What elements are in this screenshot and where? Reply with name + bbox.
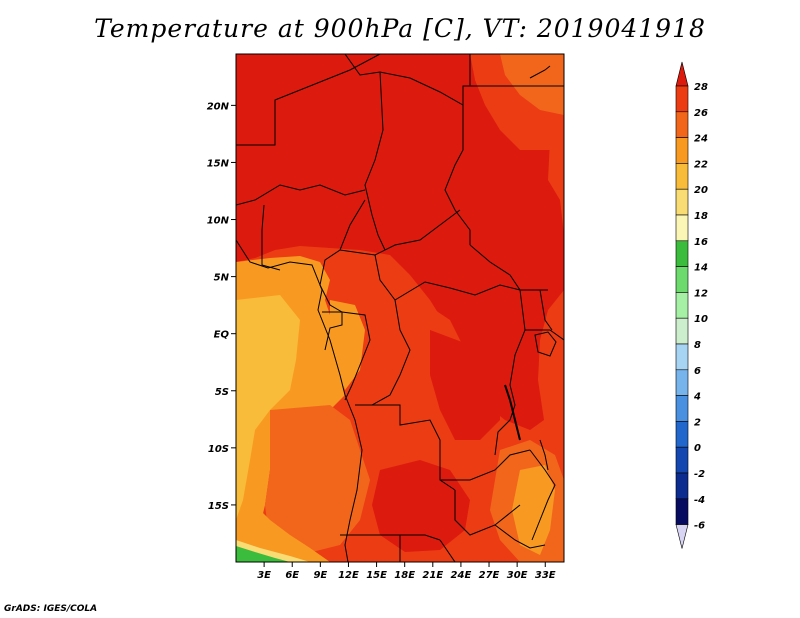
y-axis: 20N 15N 10N 5N EQ 5S 10S 15S (207, 101, 236, 512)
colorbar-label: 26 (694, 108, 708, 119)
field-southeast-inner (512, 465, 555, 555)
colorbar-segment (675, 317, 689, 345)
coast-west (236, 239, 363, 562)
x-tick-label: 3E (257, 570, 271, 581)
y-tick-label: 5N (214, 273, 230, 284)
map-title: Temperature at 900hPa [C], VT: 201904191… (94, 14, 706, 43)
colorbar-segment (675, 240, 689, 267)
border-moz (529, 449, 556, 541)
lake-malawi (539, 439, 549, 471)
colorbar-label: 14 (694, 263, 708, 274)
colorbar-segment (675, 343, 689, 371)
y-tick-label: 5S (215, 387, 229, 398)
border-zambia-south (454, 490, 521, 536)
colorbar-label: 20 (694, 185, 708, 196)
x-tick-label: 30E (507, 570, 528, 581)
y-tick-label: 20N (207, 101, 230, 112)
colorbar-segment (675, 188, 689, 216)
colorbar-segment (675, 85, 689, 113)
colorbar-segment (675, 111, 689, 138)
colorbar-label: 28 (694, 82, 708, 93)
x-tick-label: 24E (451, 570, 472, 581)
border-chad-east (444, 105, 471, 245)
colorbar-label: 2 (694, 417, 701, 428)
colorbar-label: -6 (694, 521, 705, 532)
x-tick-label: 15E (366, 570, 387, 581)
colorbar-segment (675, 163, 689, 190)
colorbar-label: 12 (694, 288, 708, 299)
colorbar-segment (675, 446, 689, 474)
border-drc-east (494, 289, 526, 456)
field-gabon (330, 300, 365, 390)
field-south-band (265, 405, 370, 555)
x-tick-label: 12E (338, 570, 359, 581)
coast-ne (529, 65, 551, 79)
y-tick-label: 10N (207, 216, 230, 227)
field-ocean-cool (236, 295, 300, 520)
x-tick-label: 18E (394, 570, 415, 581)
colorbar-label: 16 (694, 237, 708, 248)
colorbar-label: 6 (694, 366, 701, 377)
x-tick-label: 6E (285, 570, 299, 581)
border-car-south (374, 254, 521, 301)
colorbar-label: 4 (693, 392, 701, 403)
x-tick-label: 33E (535, 570, 556, 581)
field-green-sw (236, 546, 290, 562)
colorbar-segment (675, 137, 689, 164)
colorbar-segment (675, 498, 689, 525)
colorbar-segment (675, 214, 689, 242)
border-chad-west (364, 71, 386, 251)
field-south-hot (372, 460, 470, 552)
colorbar-segment (675, 395, 689, 422)
colorbar-label: 8 (694, 340, 701, 351)
colorbar-label: 0 (694, 443, 701, 454)
colorbar-top-arrow (675, 61, 689, 87)
colorbar-label: 18 (694, 211, 708, 222)
field-ne-corner-inner (500, 54, 564, 115)
field-hot-north (236, 54, 564, 430)
field-southwest (236, 505, 330, 562)
border-congo (341, 311, 371, 401)
map-frame (235, 53, 565, 563)
border-zim (494, 524, 546, 549)
y-tick-label: 15S (208, 501, 229, 512)
x-tick-label: 9E (313, 570, 327, 581)
field-central-hot (430, 330, 500, 440)
x-axis: 3E 6E 9E 12E 15E 18E 21E 24E 27E 30E 33E (257, 562, 556, 581)
colorbar-bottom-arrow (675, 524, 689, 549)
border-north (236, 54, 381, 146)
colorbar-label: 10 (694, 314, 708, 325)
y-tick-label: 15N (207, 158, 230, 169)
border-kenya (539, 289, 553, 331)
colorbar-segment (675, 292, 689, 319)
colorbar-label: 24 (694, 134, 708, 145)
colorbar-label: 22 (694, 159, 708, 170)
border-tanzania (525, 329, 564, 341)
border-nigeria (236, 184, 366, 206)
y-tick-label: EQ (214, 330, 230, 341)
colorbar-segment (675, 266, 689, 293)
border-sahara (344, 54, 471, 106)
lake-tanganyika (504, 384, 521, 441)
colorbar-label: -4 (694, 495, 705, 506)
country-borders (236, 54, 564, 562)
border-botswana (439, 539, 456, 562)
lake-victoria (534, 331, 557, 357)
temperature-field (236, 54, 564, 562)
x-tick-label: 21E (422, 570, 443, 581)
colorbar-segment (675, 472, 689, 500)
border-sudan-south (469, 244, 548, 291)
border-zambia (440, 449, 531, 481)
colorbar-segment (675, 421, 689, 448)
y-tick-label: 10S (208, 444, 229, 455)
x-tick-label: 27E (479, 570, 500, 581)
border-car (339, 209, 461, 256)
border-cameroon (319, 199, 366, 313)
credit-text: GrADS: IGES/COLA (4, 604, 98, 614)
colorbar-label: -2 (694, 469, 705, 480)
colorbar-segment (675, 369, 689, 396)
